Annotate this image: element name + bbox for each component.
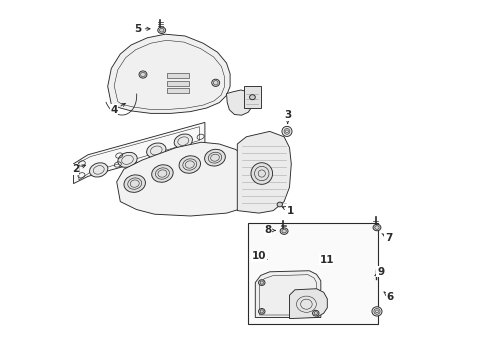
- Ellipse shape: [249, 95, 255, 100]
- Ellipse shape: [89, 163, 108, 177]
- Ellipse shape: [258, 280, 264, 285]
- Text: 9: 9: [375, 267, 384, 277]
- Ellipse shape: [124, 175, 145, 192]
- Ellipse shape: [179, 156, 200, 173]
- Bar: [247, 223, 377, 324]
- Polygon shape: [237, 131, 291, 213]
- Ellipse shape: [139, 71, 146, 78]
- Polygon shape: [73, 122, 204, 184]
- Text: 8: 8: [264, 225, 275, 235]
- Ellipse shape: [146, 143, 165, 158]
- Polygon shape: [167, 81, 188, 86]
- Ellipse shape: [118, 152, 137, 167]
- Text: 3: 3: [284, 110, 291, 123]
- Ellipse shape: [280, 228, 287, 234]
- Text: 7: 7: [381, 233, 391, 243]
- Text: 11: 11: [319, 255, 333, 265]
- Ellipse shape: [282, 126, 291, 136]
- Text: 5: 5: [134, 24, 150, 34]
- Polygon shape: [226, 90, 252, 115]
- Ellipse shape: [158, 27, 165, 33]
- Ellipse shape: [372, 224, 380, 231]
- Ellipse shape: [371, 307, 381, 316]
- Polygon shape: [107, 34, 230, 113]
- Ellipse shape: [204, 149, 225, 166]
- Ellipse shape: [211, 79, 219, 86]
- Ellipse shape: [312, 310, 318, 316]
- Ellipse shape: [277, 202, 282, 207]
- Ellipse shape: [250, 163, 272, 184]
- Polygon shape: [255, 271, 320, 318]
- Ellipse shape: [151, 165, 173, 182]
- Text: 1: 1: [282, 206, 294, 216]
- Ellipse shape: [174, 134, 192, 148]
- Polygon shape: [167, 88, 188, 93]
- Polygon shape: [289, 289, 326, 319]
- Text: 2: 2: [72, 164, 85, 174]
- Polygon shape: [167, 73, 188, 78]
- Text: 6: 6: [383, 292, 393, 302]
- Ellipse shape: [258, 309, 264, 314]
- Text: 10: 10: [251, 251, 266, 261]
- Polygon shape: [117, 142, 258, 216]
- Text: 4: 4: [110, 103, 125, 115]
- Polygon shape: [244, 86, 260, 108]
